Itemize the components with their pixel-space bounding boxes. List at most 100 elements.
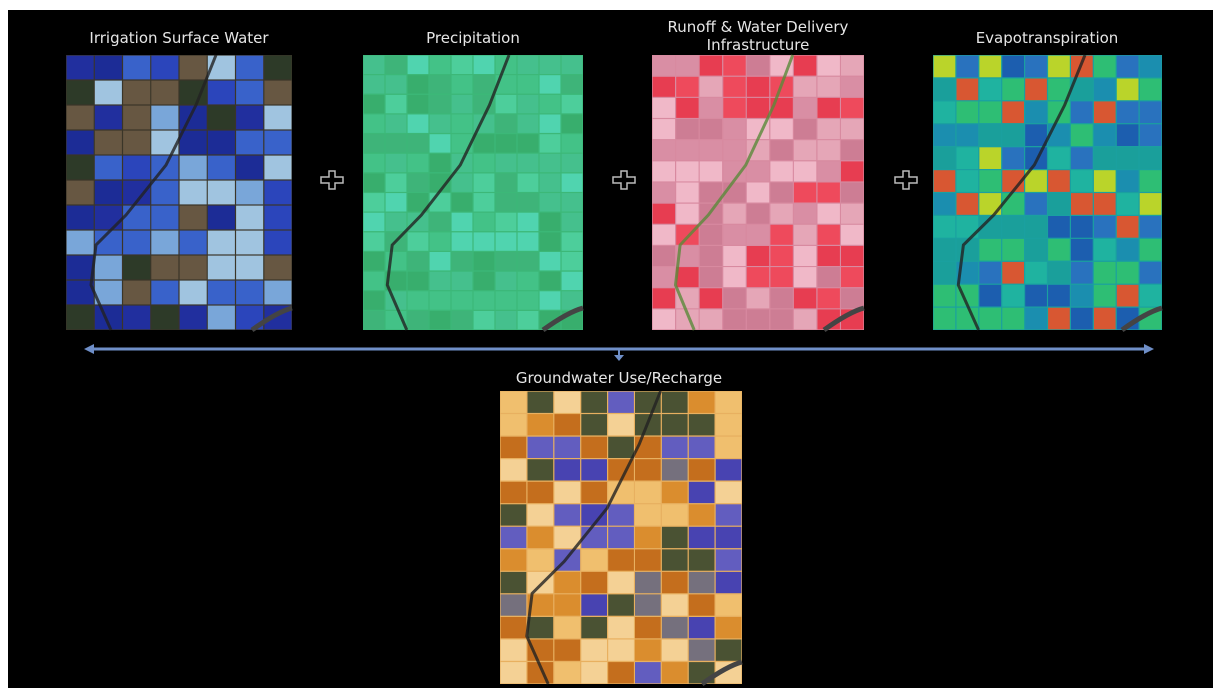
field xyxy=(561,55,583,74)
field xyxy=(1139,55,1162,78)
field xyxy=(66,305,94,330)
field xyxy=(363,212,385,232)
field xyxy=(652,267,675,288)
field xyxy=(723,309,746,330)
field xyxy=(407,55,429,74)
field xyxy=(652,224,675,245)
field xyxy=(608,526,634,549)
field xyxy=(817,119,840,140)
field xyxy=(1139,216,1162,238)
field xyxy=(539,134,561,153)
field xyxy=(495,271,517,291)
field xyxy=(451,252,473,271)
field xyxy=(1093,193,1116,215)
field xyxy=(451,75,473,94)
field xyxy=(699,76,723,97)
field xyxy=(207,205,235,230)
field xyxy=(385,94,407,114)
river xyxy=(541,305,584,333)
panel-title: Irrigation Surface Water xyxy=(89,29,269,47)
field xyxy=(264,230,292,255)
field xyxy=(661,459,688,481)
field xyxy=(1025,147,1047,169)
field xyxy=(956,216,979,238)
field xyxy=(407,193,429,212)
field xyxy=(652,55,675,76)
canal xyxy=(956,54,1087,331)
field xyxy=(527,594,554,616)
field xyxy=(94,280,122,305)
field xyxy=(500,414,527,436)
field xyxy=(236,205,264,230)
field xyxy=(1093,78,1116,101)
field xyxy=(1093,284,1116,307)
field xyxy=(151,305,179,330)
field xyxy=(661,504,688,526)
field xyxy=(723,97,746,118)
field xyxy=(554,662,581,684)
canal xyxy=(89,54,218,331)
field xyxy=(554,414,581,436)
field xyxy=(363,193,385,212)
field xyxy=(264,55,292,80)
field xyxy=(500,617,527,639)
field xyxy=(539,114,561,133)
field xyxy=(517,193,539,212)
field xyxy=(407,75,429,94)
field xyxy=(429,212,451,232)
field xyxy=(123,180,151,205)
field xyxy=(94,105,122,130)
field xyxy=(1071,284,1093,307)
field xyxy=(554,436,581,458)
field xyxy=(770,309,793,330)
field xyxy=(933,170,956,192)
field xyxy=(770,119,793,140)
field xyxy=(652,161,675,182)
field xyxy=(688,639,715,661)
field xyxy=(979,193,1002,215)
field xyxy=(1048,216,1070,238)
field xyxy=(561,153,583,173)
field xyxy=(635,504,661,526)
field xyxy=(151,180,179,205)
field xyxy=(688,617,715,639)
panel-title: Runoff & Water Delivery Infrastructure xyxy=(667,18,849,54)
field xyxy=(581,571,607,594)
field xyxy=(264,280,292,305)
field xyxy=(933,193,956,215)
field xyxy=(451,94,473,114)
field xyxy=(723,246,746,266)
field xyxy=(817,182,840,203)
field xyxy=(608,639,634,661)
field xyxy=(841,182,864,203)
field xyxy=(561,291,583,310)
field xyxy=(539,94,561,114)
field xyxy=(723,55,746,76)
field xyxy=(123,280,151,305)
field xyxy=(500,662,527,684)
field xyxy=(1116,147,1139,169)
field xyxy=(661,662,688,684)
field xyxy=(500,639,527,661)
field xyxy=(652,119,675,140)
field xyxy=(451,311,473,330)
field xyxy=(1093,238,1116,261)
field xyxy=(429,291,451,310)
field xyxy=(207,130,235,155)
field xyxy=(151,80,179,105)
field xyxy=(561,232,583,251)
field xyxy=(793,288,817,309)
field xyxy=(608,662,634,684)
field xyxy=(473,232,495,251)
field xyxy=(1139,238,1162,261)
field xyxy=(517,271,539,291)
canal xyxy=(385,54,511,331)
field xyxy=(635,617,661,639)
field xyxy=(179,255,207,280)
field xyxy=(1002,216,1024,238)
field xyxy=(699,246,723,266)
field xyxy=(581,594,607,616)
field xyxy=(793,119,817,140)
field xyxy=(676,140,699,161)
canal xyxy=(525,390,662,685)
